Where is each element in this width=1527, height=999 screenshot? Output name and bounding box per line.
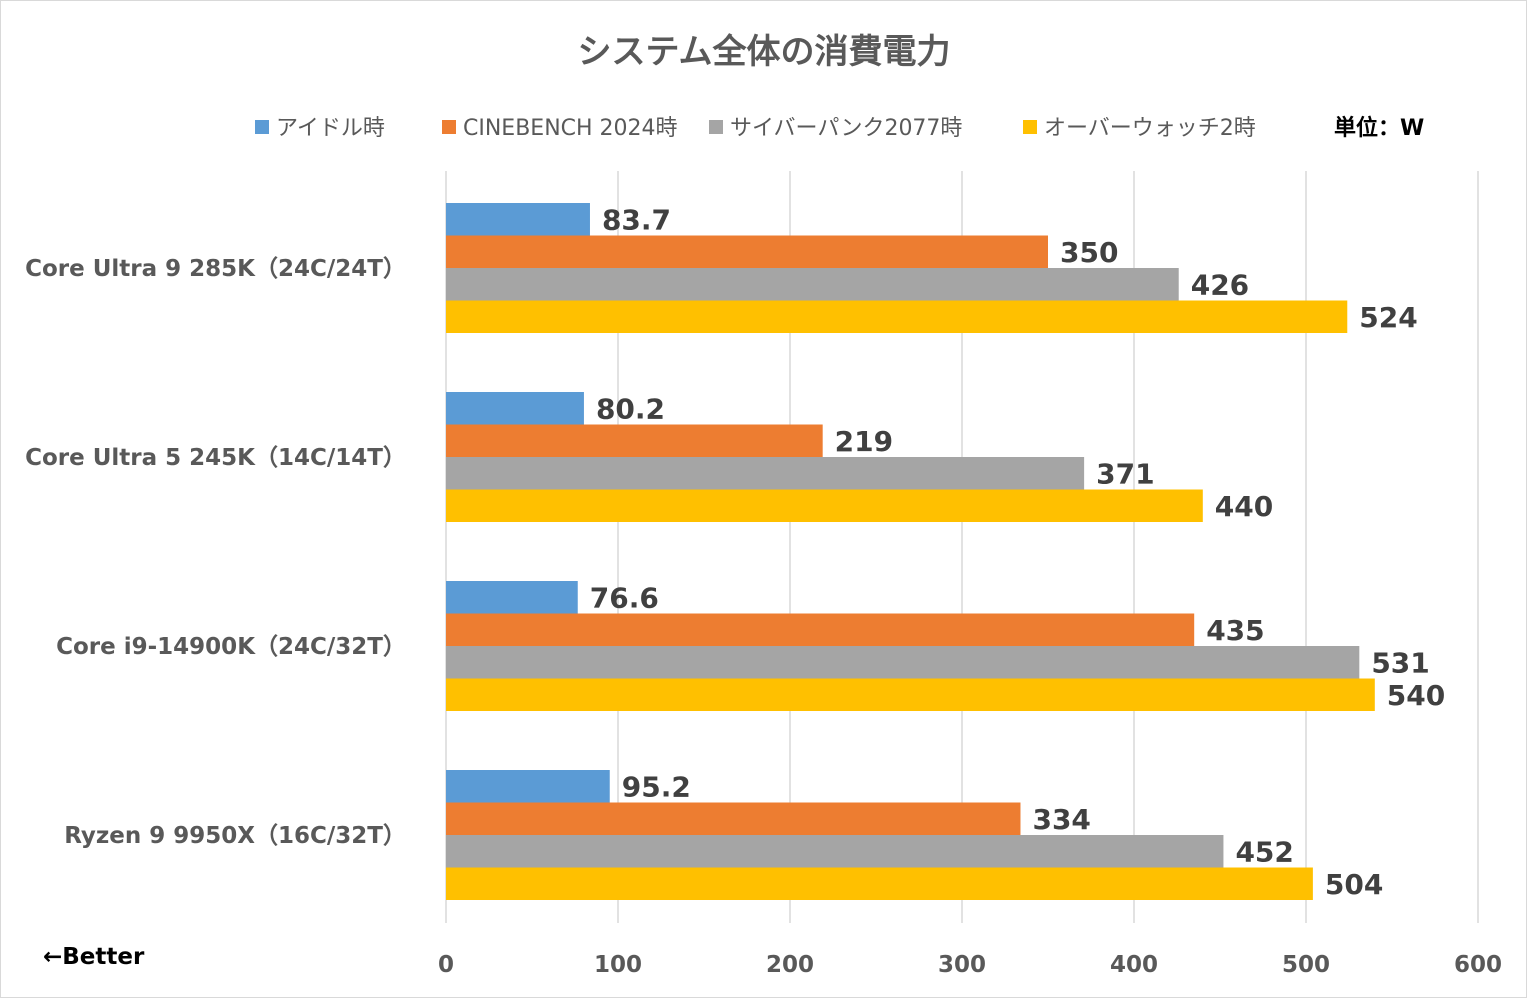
data-label: 334 xyxy=(1032,803,1090,836)
x-tick-label: 600 xyxy=(1454,952,1502,978)
bar xyxy=(446,678,1375,711)
legend-swatch xyxy=(1023,120,1037,134)
bar xyxy=(446,300,1348,333)
data-label: 426 xyxy=(1191,268,1249,301)
data-label: 95.2 xyxy=(622,770,691,803)
category-label: Core Ultra 5 245K（14C/14T） xyxy=(25,444,406,471)
chart-title: システム全体の消費電力 xyxy=(578,32,951,72)
bar xyxy=(446,581,578,614)
x-tick-label: 500 xyxy=(1282,952,1330,978)
data-label: 531 xyxy=(1371,646,1429,679)
bar xyxy=(446,770,610,803)
data-label: 440 xyxy=(1215,490,1273,523)
bar xyxy=(446,646,1360,679)
bar xyxy=(446,867,1313,900)
legend-swatch xyxy=(255,120,269,134)
data-label: 219 xyxy=(835,425,893,458)
bar xyxy=(446,424,823,457)
category-label: Ryzen 9 9950X（16C/32T） xyxy=(64,822,406,849)
unit-label: 単位：W xyxy=(1334,115,1424,141)
legend-swatch xyxy=(709,120,723,134)
bar xyxy=(446,457,1085,490)
data-label: 76.6 xyxy=(590,581,659,614)
bar xyxy=(446,613,1195,646)
category-label: Core i9-14900K（24C/32T） xyxy=(56,633,406,660)
data-label: 524 xyxy=(1359,301,1417,334)
data-label: 350 xyxy=(1060,236,1118,269)
bar xyxy=(446,203,590,236)
bar xyxy=(446,489,1203,522)
x-tick-label: 400 xyxy=(1110,952,1158,978)
legend-label: CINEBENCH 2024時 xyxy=(463,116,678,141)
legend: アイドル時 CINEBENCH 2024時 サイバーパンク2077時 オーバーウォッチ… xyxy=(255,116,1256,141)
category-label: Core Ultra 9 285K（24C/24T） xyxy=(25,255,406,282)
legend-label: オーバーウォッチ2時 xyxy=(1044,116,1256,141)
labels: 0 100 200 300 400 500 600 Core Ultra 9 285K（24C… xyxy=(25,203,1502,978)
x-tick-label: 200 xyxy=(766,952,814,978)
x-tick-label: 100 xyxy=(594,952,642,978)
x-tick-label: 300 xyxy=(938,952,986,978)
data-label: 452 xyxy=(1235,835,1293,868)
data-label: 540 xyxy=(1387,679,1445,712)
legend-label: サイバーパンク2077時 xyxy=(730,116,962,141)
data-label: 83.7 xyxy=(602,203,671,236)
data-label: 504 xyxy=(1325,868,1383,901)
legend-label: アイドル時 xyxy=(276,116,385,141)
bar xyxy=(446,802,1021,835)
legend-swatch xyxy=(442,120,456,134)
data-label: 435 xyxy=(1206,614,1264,647)
data-label: 80.2 xyxy=(596,392,665,425)
bar xyxy=(446,835,1224,868)
data-label: 371 xyxy=(1096,457,1154,490)
bars xyxy=(446,203,1375,900)
x-tick-label: 0 xyxy=(438,952,454,978)
bar xyxy=(446,392,584,425)
bar xyxy=(446,235,1048,268)
bar xyxy=(446,268,1179,301)
better-note: ←Better xyxy=(43,944,145,970)
